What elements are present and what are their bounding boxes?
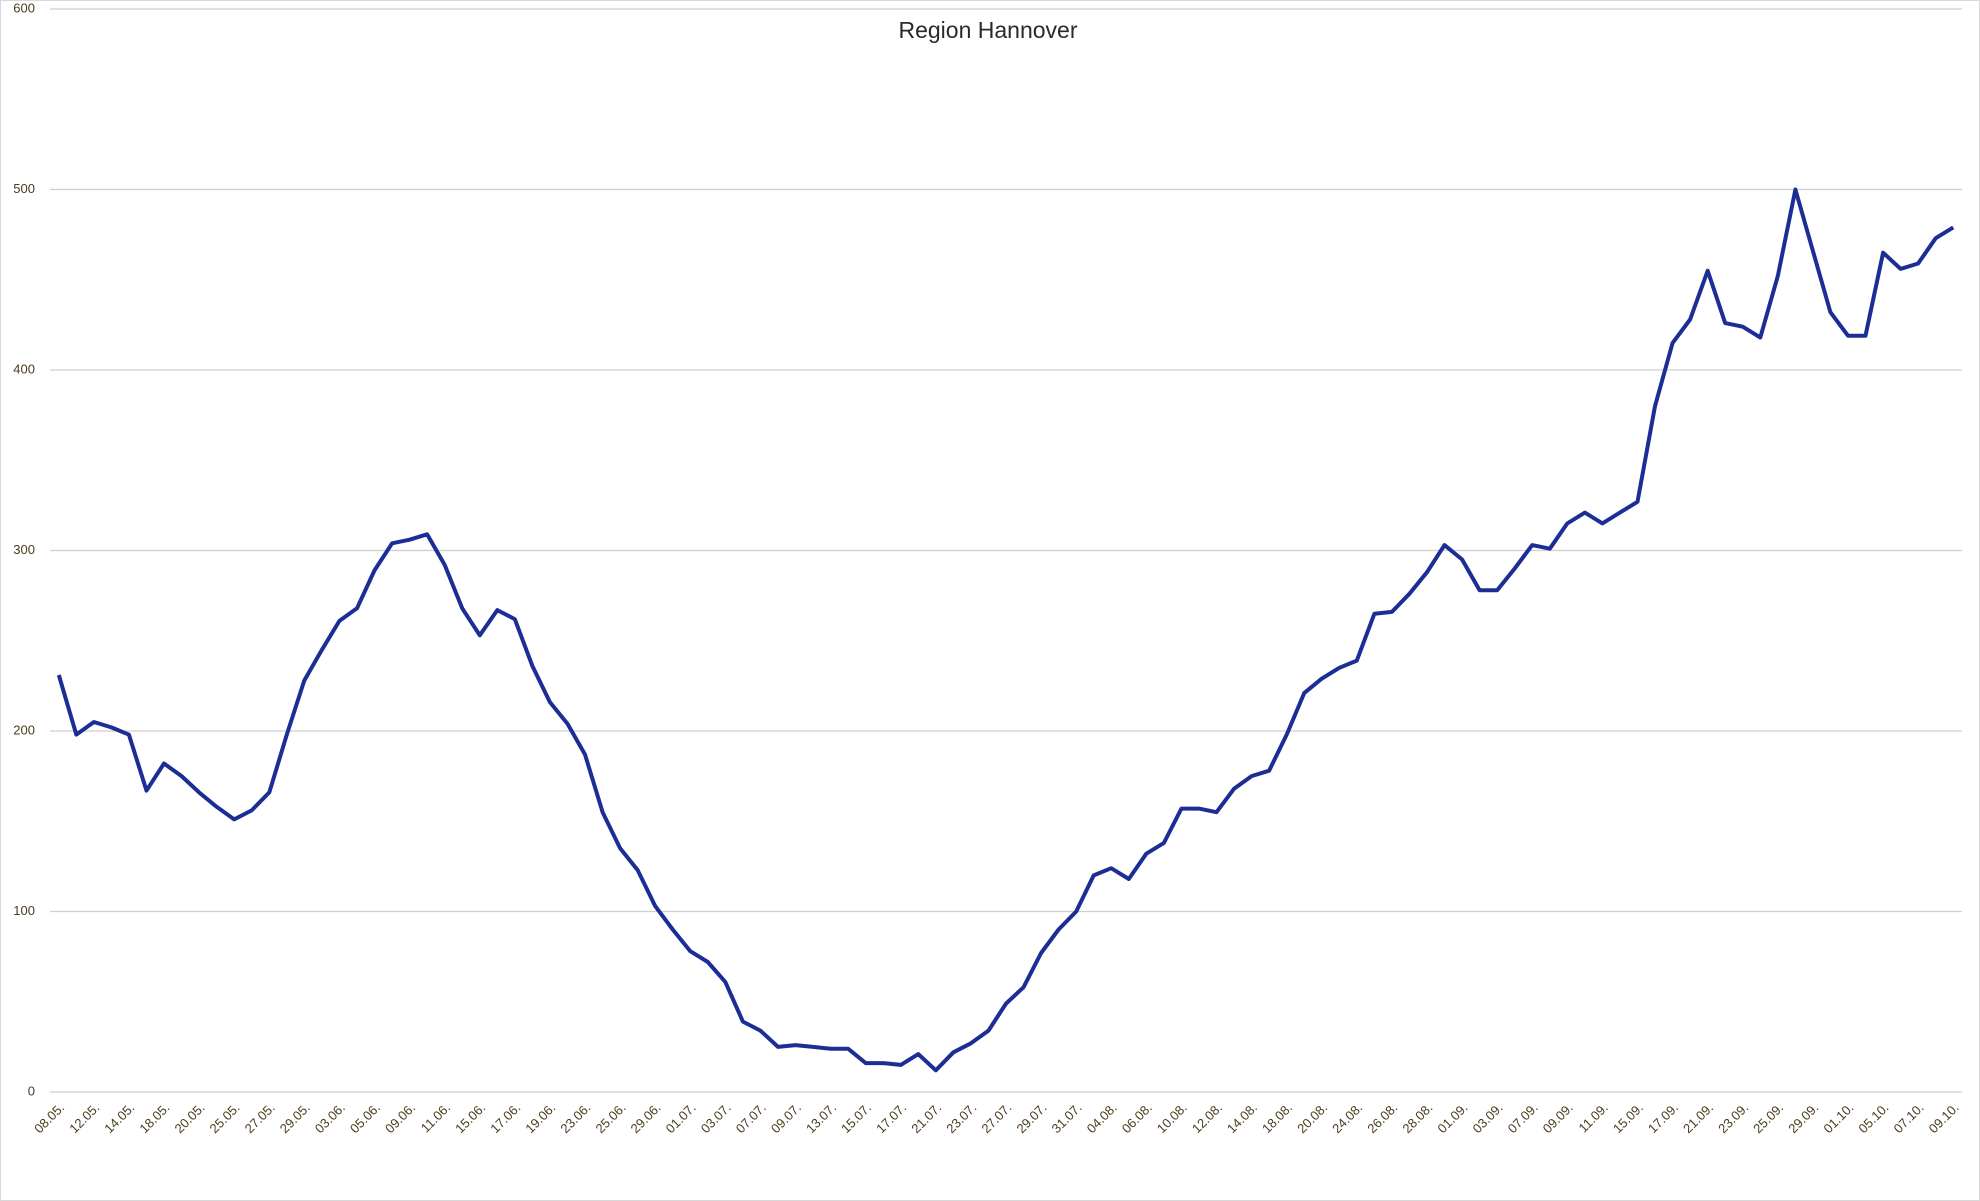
y-tick-label: 500	[13, 181, 35, 196]
y-tick-label: 100	[13, 903, 35, 918]
y-tick-label: 200	[13, 722, 35, 737]
y-tick-label: 300	[13, 542, 35, 557]
y-tick-label: 400	[13, 361, 35, 376]
y-tick-label: 600	[13, 0, 35, 15]
chart-title: Region Hannover	[898, 17, 1077, 43]
data-line	[56, 187, 1955, 1073]
y-tick-label: 0	[28, 1083, 35, 1098]
